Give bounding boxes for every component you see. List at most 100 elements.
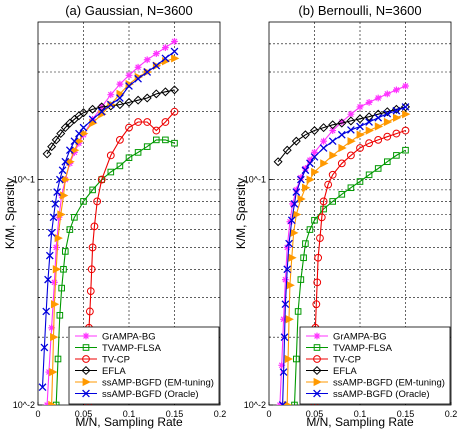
data-point-5 [281, 300, 290, 309]
data-point-0 [280, 315, 287, 323]
data-point-3 [115, 100, 125, 110]
data-point-5 [328, 137, 337, 146]
data-point-1 [107, 168, 115, 176]
data-point-5 [290, 200, 299, 208]
legend-marker-1 [313, 344, 321, 351]
legend-label-2: TV-CP [333, 354, 361, 365]
series-group [38, 38, 180, 405]
data-point-5 [301, 166, 310, 175]
data-point-1 [125, 154, 133, 162]
data-point-5 [374, 113, 383, 122]
data-point-1 [116, 162, 124, 170]
data-point-3 [273, 157, 283, 167]
data-point-5 [116, 94, 124, 102]
data-point-4 [365, 126, 374, 135]
legend-marker-4 [313, 377, 322, 387]
data-point-5 [75, 129, 83, 138]
data-point-5 [97, 107, 106, 116]
data-point-1 [402, 146, 409, 154]
data-point-2 [90, 222, 99, 231]
data-point-4 [66, 157, 75, 166]
data-point-5 [79, 123, 88, 132]
data-point-1 [329, 198, 336, 205]
data-point-3 [364, 112, 374, 122]
data-point-4 [285, 315, 294, 324]
data-point-2 [401, 126, 410, 135]
data-point-2 [383, 132, 392, 141]
data-point-0 [383, 90, 391, 98]
legend-box [68, 326, 220, 405]
x-axis-label: M/N, Sampling Rate [75, 415, 183, 429]
data-point-5 [365, 118, 373, 126]
legend-label-4: ssAMP-BGFD (EM-tuning) [333, 377, 445, 388]
data-point-2 [347, 151, 355, 160]
series-line-0 [279, 85, 406, 405]
data-point-0 [292, 186, 300, 194]
data-point-5 [58, 166, 67, 175]
data-point-4 [383, 117, 393, 127]
data-point-2 [328, 170, 337, 179]
data-point-4 [297, 194, 306, 204]
data-point-3 [309, 126, 320, 136]
data-point-3 [51, 135, 61, 145]
data-point-0 [134, 63, 142, 71]
legend-marker-3 [81, 365, 91, 376]
data-point-3 [97, 102, 107, 112]
data-point-1 [365, 171, 373, 179]
data-point-1 [311, 216, 318, 224]
data-point-2 [152, 126, 161, 135]
data-point-1 [171, 139, 178, 147]
data-point-4 [393, 113, 402, 122]
y-axis-label: K/M, Sparsity [234, 178, 248, 249]
data-point-0 [320, 137, 327, 145]
legend-marker-0 [82, 332, 90, 340]
legend-marker-5 [82, 389, 90, 398]
data-point-3 [160, 87, 170, 97]
data-point-0 [393, 86, 400, 94]
data-point-5 [319, 144, 328, 152]
data-point-5 [280, 333, 289, 341]
data-point-0 [365, 98, 373, 106]
data-point-5 [278, 401, 287, 405]
data-point-3 [56, 129, 66, 139]
data-point-3 [291, 136, 301, 146]
data-point-4 [374, 122, 384, 131]
data-point-2 [143, 118, 152, 126]
data-point-3 [42, 149, 52, 159]
legend-label-3: EFLA [333, 366, 357, 377]
data-point-5 [134, 74, 142, 83]
legend-label-5: ssAMP-BGFD (Oracle) [333, 389, 430, 400]
data-point-0 [125, 71, 133, 79]
data-point-2 [125, 123, 133, 132]
data-point-3 [142, 93, 152, 103]
data-point-5 [47, 229, 56, 237]
data-point-0 [107, 91, 115, 99]
legend-box [299, 326, 451, 405]
data-point-1 [54, 355, 62, 363]
data-point-3 [337, 118, 347, 128]
data-point-4 [48, 400, 57, 405]
data-point-0 [311, 148, 318, 156]
data-point-5 [279, 368, 288, 376]
x-tick-label: 0 [35, 409, 40, 419]
data-point-1 [384, 158, 391, 166]
data-point-4 [52, 265, 62, 274]
data-point-2 [313, 278, 322, 287]
data-point-2 [374, 135, 383, 144]
data-point-2 [312, 300, 321, 309]
x-tick-label: 0.15 [166, 409, 184, 419]
legend-label-3: EFLA [102, 366, 126, 377]
data-point-0 [302, 165, 309, 172]
data-point-1 [338, 191, 346, 198]
data-point-4 [57, 210, 66, 219]
x-tick-label: 0.05 [306, 409, 324, 419]
data-point-4 [338, 143, 347, 153]
data-point-0 [283, 244, 291, 251]
data-point-0 [143, 56, 151, 64]
data-point-3 [151, 89, 161, 99]
data-point-1 [162, 136, 169, 144]
data-point-1 [89, 186, 96, 194]
data-point-4 [306, 175, 315, 184]
data-point-5 [88, 115, 97, 124]
